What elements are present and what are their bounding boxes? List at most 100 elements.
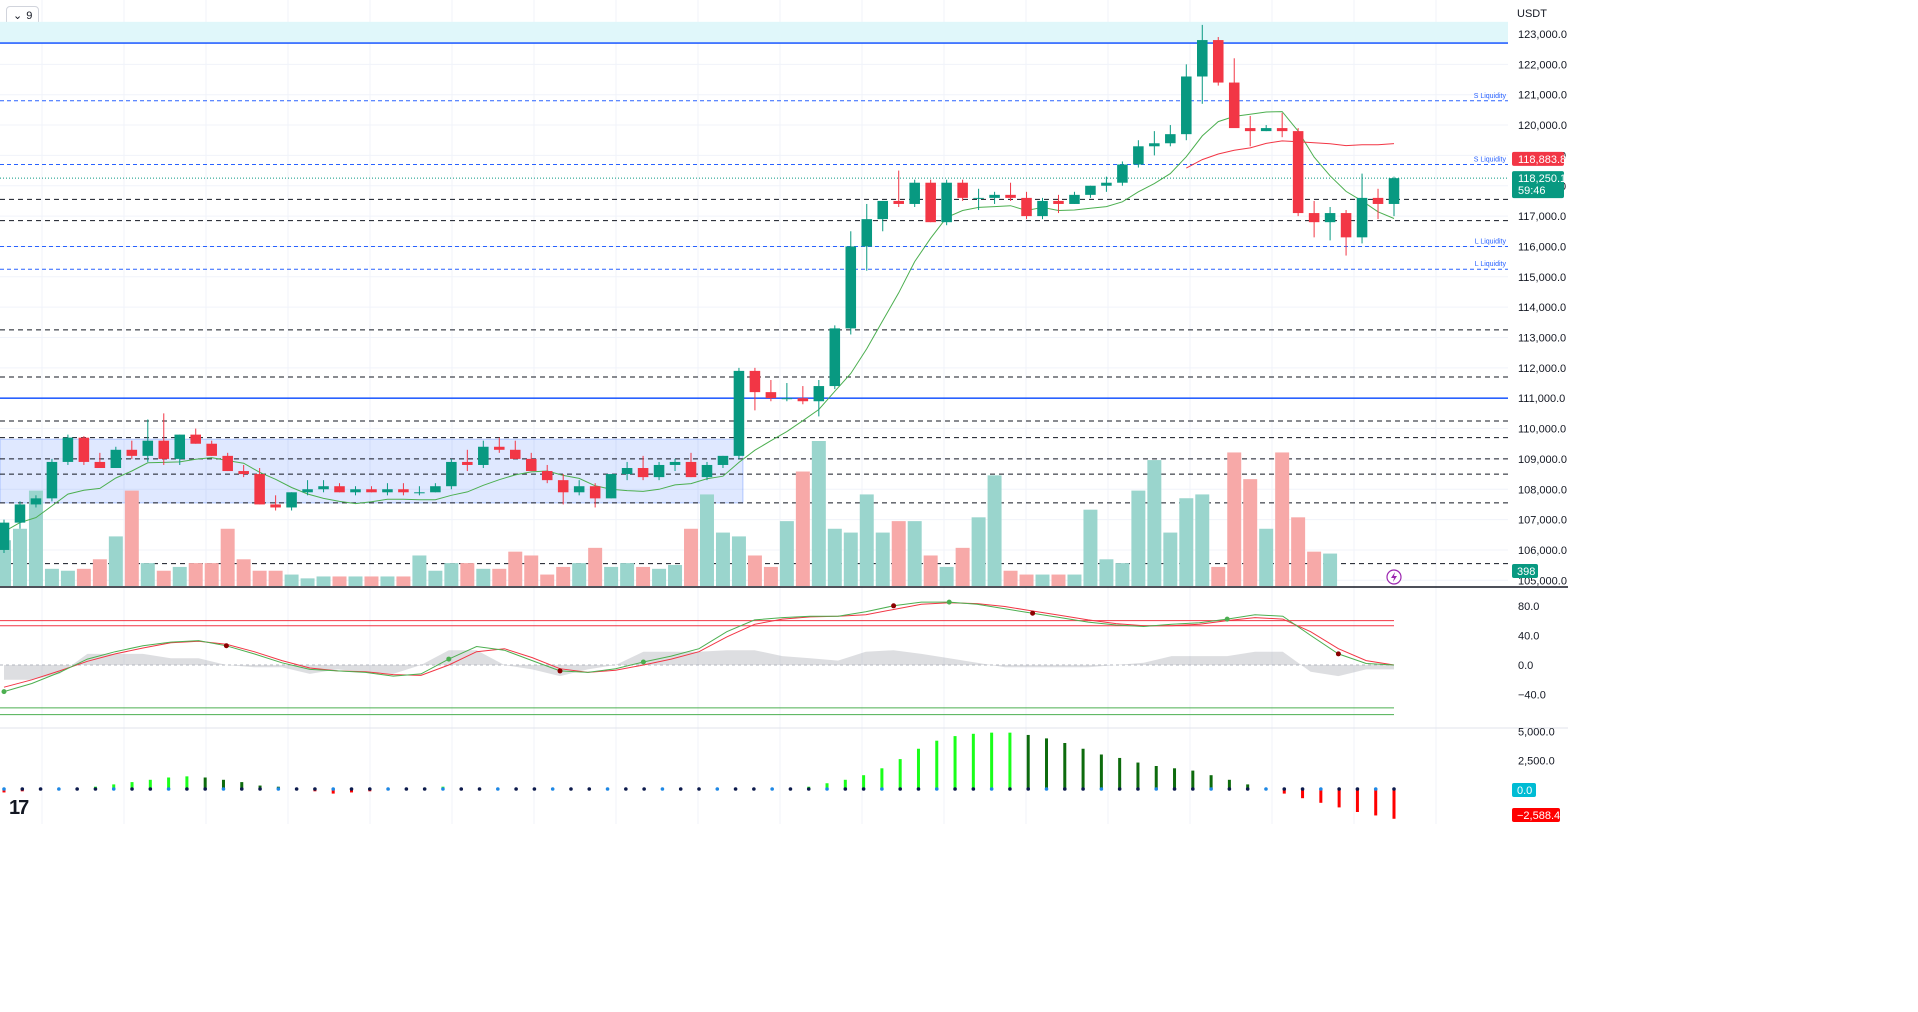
macd-signal-dot (111, 787, 116, 791)
candle (1053, 194, 1064, 214)
macd-hist-tag: −2,588.4 (1512, 808, 1560, 822)
candle-body (525, 458, 537, 472)
candle-body (893, 200, 904, 204)
volume-bar (508, 551, 523, 586)
candle-body (430, 486, 441, 493)
candle (861, 203, 873, 271)
candle-body (158, 440, 170, 459)
price-chart[interactable]: S Liquidity S Liquidity L Liquidity L Liqui… (0, 0, 1568, 828)
candle (1340, 210, 1352, 256)
volume-tag: 398 (1512, 564, 1538, 578)
volume-bar (524, 555, 539, 586)
candle-body (781, 398, 793, 400)
macd-signal-dot (642, 787, 646, 791)
macd-hist-bar (1301, 789, 1305, 799)
candle (893, 170, 904, 207)
macd-hist-bar (1319, 789, 1323, 803)
price-tick-label: 112,000.0 (1518, 363, 1566, 375)
macd-hist-bar (1118, 757, 1122, 789)
macd-signal-dot (1117, 787, 1122, 791)
macd-signal-dot (130, 787, 134, 791)
lightning-bolt (1391, 572, 1397, 582)
candle (749, 367, 761, 411)
macd-signal-dot (459, 787, 464, 791)
macd-hist-bar (880, 768, 884, 789)
macd-signal-dot (93, 787, 98, 791)
macd-signal-dot (752, 787, 756, 791)
volume-bar (0, 540, 11, 586)
candle-body (1005, 194, 1016, 198)
stoch-cross-dot (1030, 610, 1036, 616)
candle (813, 379, 825, 417)
volume-bar (779, 521, 794, 586)
price-tick-label: 111,000.0 (1518, 393, 1565, 405)
macd-hist-bar (1063, 743, 1067, 789)
volume-bar (284, 574, 299, 586)
candle-body (1244, 128, 1256, 132)
macd-signal-dot (587, 787, 592, 791)
volume-bar (172, 566, 187, 586)
macd-signal-dot (1227, 787, 1232, 791)
stoch-cross-dot (557, 668, 563, 674)
price-tick-label: 122,000.0 (1518, 59, 1567, 71)
macd-signal-dot (148, 787, 153, 791)
candle (350, 486, 361, 496)
candle-body (765, 392, 777, 399)
candle-body (717, 455, 729, 465)
macd-signal-dot (770, 787, 774, 791)
macd-signal-dot (386, 787, 390, 791)
macd-signal-dot (1154, 787, 1159, 791)
price-tick-label: 116,000.0 (1518, 241, 1566, 253)
macd-signal-dot (1300, 787, 1305, 791)
price-tick-label: 106,000.0 (1518, 545, 1567, 557)
volume-bar (1131, 490, 1146, 586)
currency-label[interactable]: USDT (1517, 8, 1547, 20)
volume-bar (1195, 494, 1210, 586)
macd-signal-dot (349, 787, 354, 791)
candle-body (669, 461, 681, 465)
macd-signal-dot (331, 787, 336, 791)
last-price-tag: 118,250.159:46 (1512, 171, 1566, 199)
volume-bar (556, 566, 571, 586)
macd-signal-dot (75, 787, 79, 791)
candle-body (462, 461, 473, 465)
candle-body (142, 440, 154, 456)
volume-bar (348, 576, 363, 586)
macd-signal-dot (367, 787, 372, 791)
macd-signal-dot (550, 787, 555, 791)
candle-body (925, 182, 936, 223)
candle-body (382, 489, 393, 493)
volume-bar (668, 565, 683, 586)
candle (1228, 58, 1240, 129)
macd-hist-bar (935, 740, 939, 789)
macd-hist-bar (1045, 738, 1048, 789)
candle (525, 452, 537, 472)
macd-signal-dot (916, 787, 921, 791)
macd-signal-dot (715, 787, 720, 791)
level-label: L Liquidity (1475, 238, 1507, 245)
stoch-tick-label: 80.0 (1518, 601, 1539, 613)
volume-bar (268, 570, 283, 586)
macd-signal-dot (569, 787, 573, 791)
macd-hist-bar (112, 784, 116, 789)
volume-bar (572, 563, 587, 586)
tradingview-logo[interactable]: 17 (9, 797, 29, 819)
price-tick-label: 120,000.0 (1518, 120, 1567, 132)
candle-body (1308, 213, 1320, 223)
candle (78, 436, 90, 465)
candle (973, 188, 984, 211)
candle (717, 455, 729, 469)
volume-bar (684, 528, 698, 586)
macd-hist-bar (203, 777, 207, 789)
macd-signal-dot (880, 787, 884, 791)
candle-body (1021, 197, 1032, 217)
volume-bar (492, 568, 507, 586)
macd-hist-bar (1246, 784, 1250, 789)
macd-signal-dot (404, 787, 409, 791)
candle-body (589, 486, 601, 499)
macd-signal-dot (203, 787, 207, 791)
volume-bar (300, 578, 315, 586)
volume-bar (1179, 498, 1194, 586)
candle (254, 468, 265, 505)
candle-body (190, 434, 201, 444)
